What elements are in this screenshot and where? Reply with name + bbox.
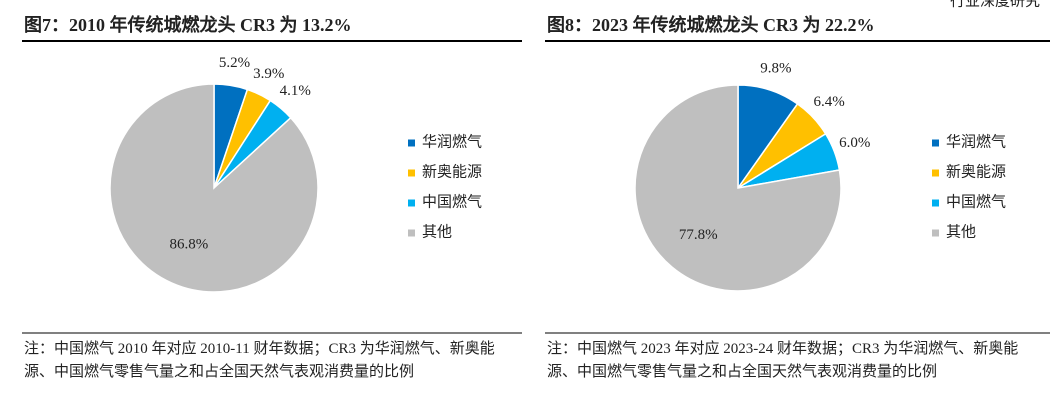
data-label: 4.1% — [280, 83, 311, 99]
legend-swatch — [932, 169, 939, 177]
chart-title: 图7：2010 年传统城燃龙头 CR3 为 13.2% — [24, 14, 352, 35]
legend-swatch — [408, 139, 415, 147]
legend-label: 其他 — [946, 223, 976, 240]
chart-note: 注：中国燃气 2023 年对应 2023-24 财年数据；CR3 为华润燃气、新… — [547, 341, 1019, 380]
data-label: 77.8% — [679, 227, 718, 243]
data-label: 5.2% — [219, 55, 250, 71]
pie-slice — [109, 83, 319, 293]
legend-swatch — [932, 229, 939, 237]
legend-swatch — [408, 169, 415, 177]
data-label: 86.8% — [169, 237, 208, 253]
data-label: 6.4% — [813, 94, 844, 110]
data-label: 6.0% — [839, 135, 870, 151]
legend-swatch — [932, 139, 939, 147]
legend-label: 中国燃气 — [422, 192, 482, 210]
pie-slice — [634, 84, 842, 292]
chart-title: 图8：2023 年传统城燃龙头 CR3 为 22.2% — [547, 14, 875, 35]
legend-label: 其他 — [422, 223, 452, 240]
legend-label: 新奥能源 — [946, 163, 1006, 180]
data-label: 9.8% — [760, 60, 791, 76]
page-header: 行业深度研究 — [950, 0, 1040, 9]
data-label: 3.9% — [253, 66, 284, 82]
legend-swatch — [408, 199, 415, 207]
legend-swatch — [408, 229, 415, 237]
legend-label: 华润燃气 — [946, 132, 1006, 150]
chart-note: 注：中国燃气 2010 年对应 2010-11 财年数据；CR3 为华润燃气、新… — [24, 341, 495, 380]
legend-label: 新奥能源 — [422, 163, 482, 180]
legend-label: 中国燃气 — [946, 192, 1006, 210]
legend-swatch — [932, 199, 939, 207]
legend-label: 华润燃气 — [422, 132, 482, 150]
